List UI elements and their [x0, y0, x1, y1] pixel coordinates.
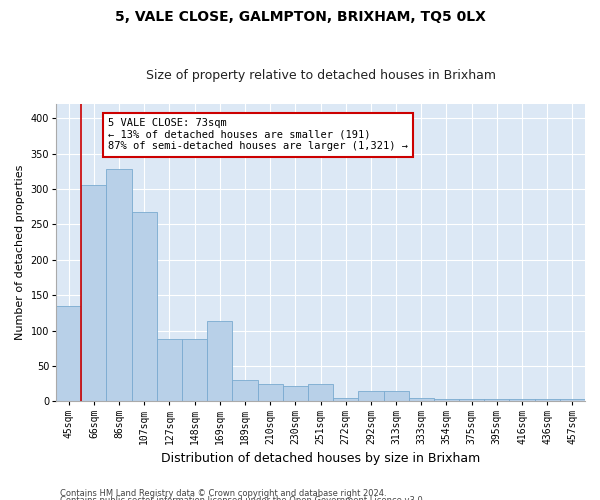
Title: Size of property relative to detached houses in Brixham: Size of property relative to detached ho…: [146, 69, 496, 82]
Bar: [308, 384, 333, 402]
Bar: [434, 400, 459, 402]
Bar: [157, 339, 182, 402]
X-axis label: Distribution of detached houses by size in Brixham: Distribution of detached houses by size …: [161, 452, 480, 465]
Bar: [484, 400, 509, 402]
Bar: [56, 306, 82, 402]
Bar: [82, 186, 106, 402]
Bar: [283, 386, 308, 402]
Text: 5 VALE CLOSE: 73sqm
← 13% of detached houses are smaller (191)
87% of semi-detac: 5 VALE CLOSE: 73sqm ← 13% of detached ho…: [108, 118, 408, 152]
Bar: [383, 391, 409, 402]
Bar: [509, 400, 535, 402]
Bar: [182, 339, 207, 402]
Bar: [257, 384, 283, 402]
Bar: [459, 400, 484, 402]
Text: 5, VALE CLOSE, GALMPTON, BRIXHAM, TQ5 0LX: 5, VALE CLOSE, GALMPTON, BRIXHAM, TQ5 0L…: [115, 10, 485, 24]
Bar: [333, 398, 358, 402]
Bar: [535, 400, 560, 402]
Bar: [232, 380, 257, 402]
Text: Contains HM Land Registry data © Crown copyright and database right 2024.: Contains HM Land Registry data © Crown c…: [60, 488, 386, 498]
Bar: [106, 169, 131, 402]
Y-axis label: Number of detached properties: Number of detached properties: [15, 165, 25, 340]
Bar: [560, 400, 585, 402]
Bar: [358, 391, 383, 402]
Bar: [207, 322, 232, 402]
Bar: [409, 398, 434, 402]
Bar: [131, 212, 157, 402]
Text: Contains public sector information licensed under the Open Government Licence v3: Contains public sector information licen…: [60, 496, 425, 500]
